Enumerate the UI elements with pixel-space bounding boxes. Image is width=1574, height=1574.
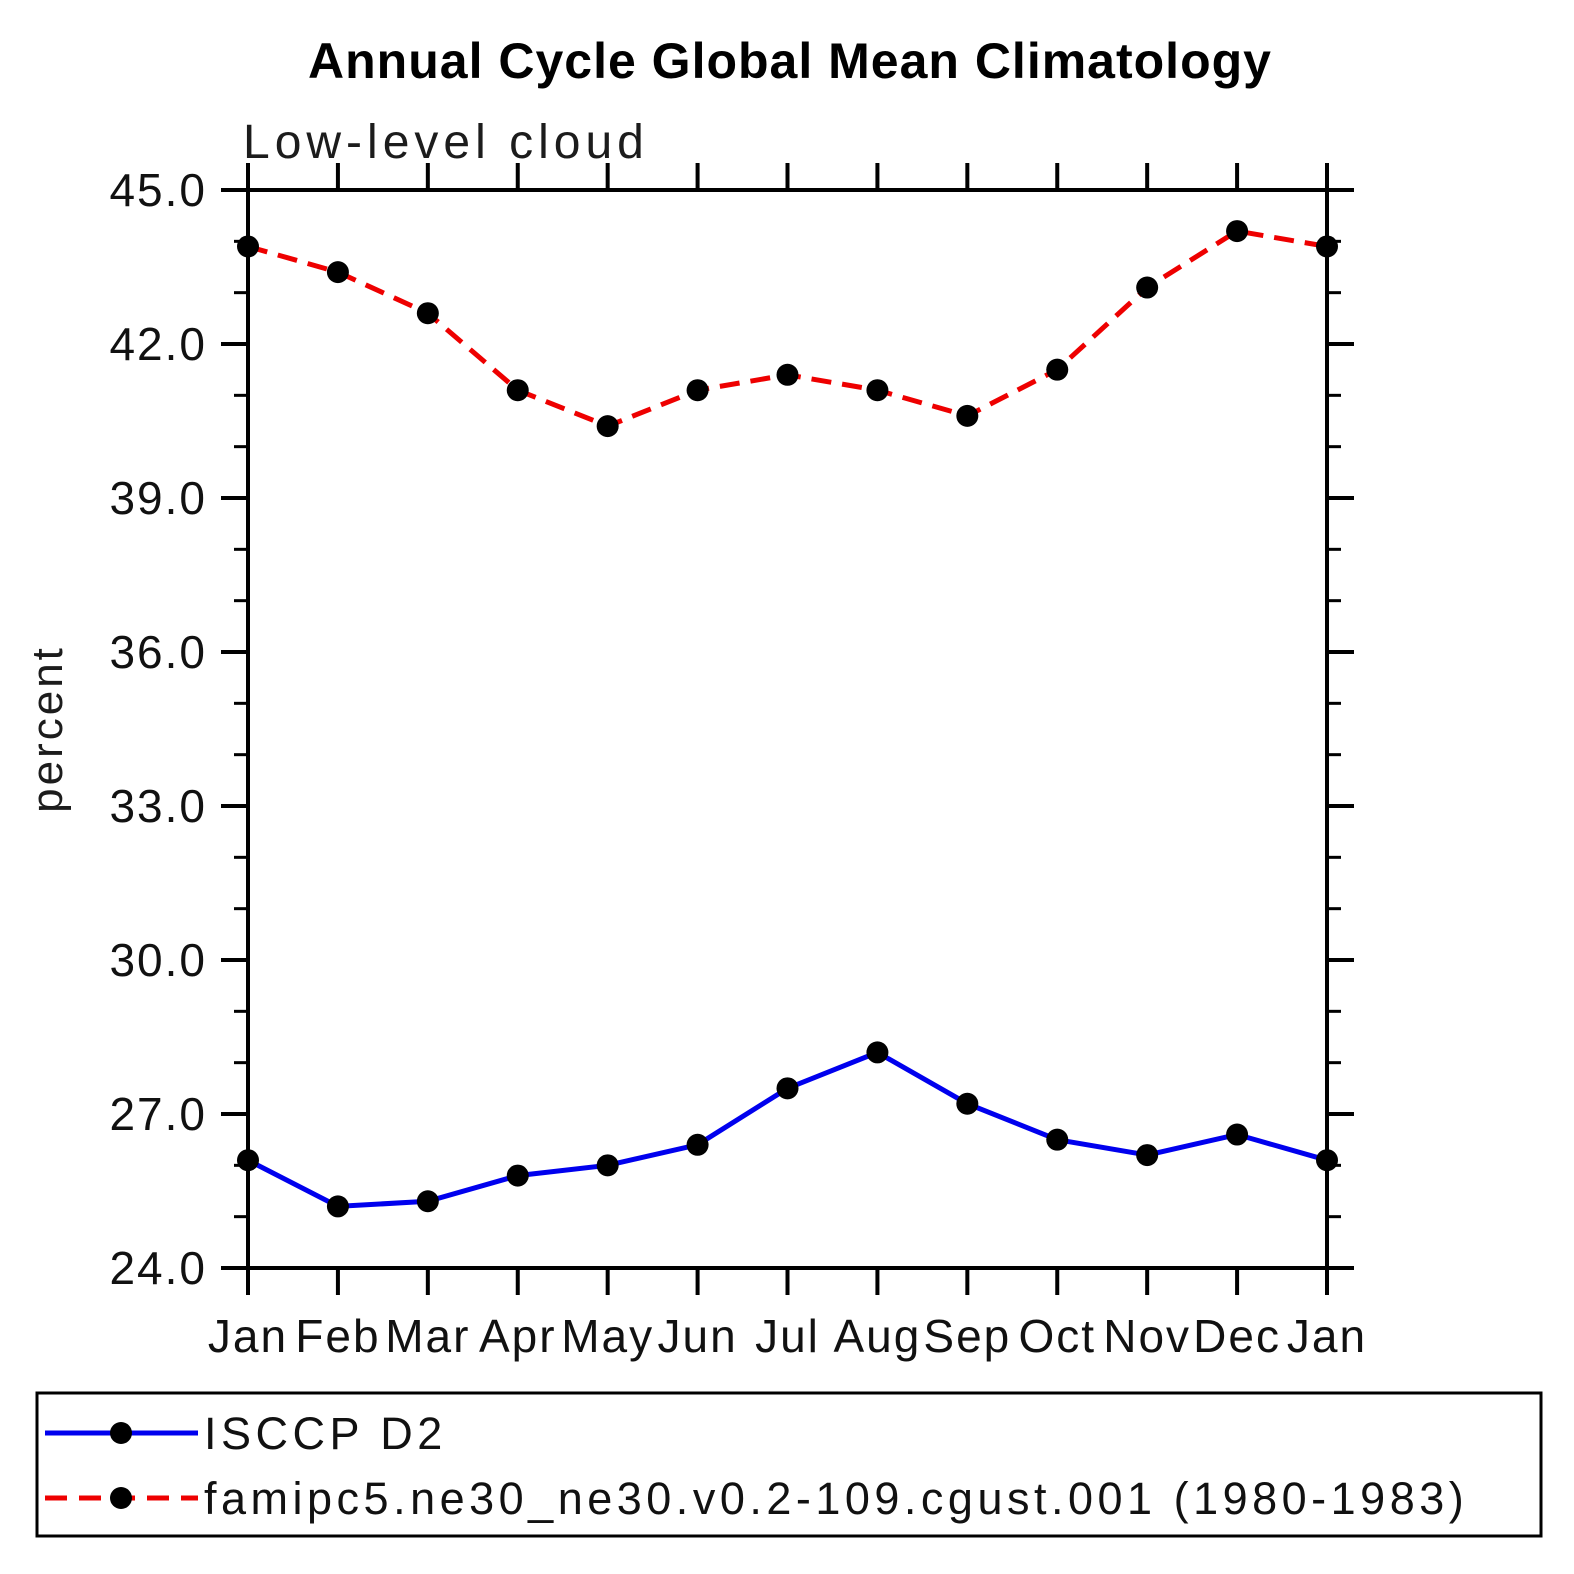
y-tick-label: 27.0 (109, 1088, 207, 1140)
data-point (776, 363, 799, 386)
chart-subtitle: Low-level cloud (243, 116, 649, 169)
data-point (866, 379, 889, 402)
data-point (416, 302, 439, 325)
legend-box (35, 1391, 1543, 1538)
data-point (237, 1149, 259, 1172)
data-point (686, 379, 709, 402)
y-tick-label: 42.0 (109, 318, 207, 370)
series-line-1 (247, 228, 1328, 429)
y-axis-label: percent (23, 645, 72, 813)
y-tick-label: 24.0 (109, 1242, 207, 1294)
data-point (1046, 358, 1069, 381)
legend-label-famipc5: famipc5.ne30_ne30.v0.2-109.cgust.001 (19… (204, 1473, 1468, 1524)
data-point (1226, 220, 1249, 243)
chart-title: Annual Cycle Global Mean Climatology (308, 33, 1272, 89)
y-tick-label: 36.0 (109, 626, 207, 678)
y-tick-label: 33.0 (109, 780, 207, 832)
data-point (866, 1041, 889, 1064)
x-tick-label: Nov (1103, 1310, 1191, 1362)
x-tick-label: Mar (385, 1310, 470, 1362)
data-point (596, 1154, 619, 1177)
data-point (1226, 1123, 1249, 1146)
legend-label-isccp-d2: ISCCP D2 (204, 1408, 447, 1459)
x-tick-label: Feb (295, 1310, 380, 1362)
data-point (416, 1190, 439, 1213)
y-tick-label: 45.0 (109, 164, 207, 216)
legend: ISCCP D2 famipc5.ne30_ne30.v0.2-109.cgus… (35, 1391, 1543, 1538)
x-tick-label: Aug (833, 1310, 921, 1362)
x-tick-label: Apr (479, 1310, 557, 1362)
data-point (506, 1164, 529, 1187)
legend-marker-1 (110, 1487, 132, 1509)
data-point (1136, 276, 1159, 299)
data-point (326, 261, 349, 284)
data-point (1136, 1144, 1159, 1167)
data-point (1316, 235, 1338, 258)
y-tick-label: 39.0 (109, 472, 207, 524)
x-tick-label: Oct (1018, 1310, 1096, 1362)
x-tick-label: Sep (923, 1310, 1011, 1362)
series-line-0 (246, 1049, 1328, 1209)
data-point (596, 415, 619, 438)
data-point (956, 1092, 979, 1115)
data-point (326, 1195, 349, 1218)
data-point (506, 379, 529, 402)
legend-marker-0 (110, 1422, 132, 1444)
series-lines (237, 220, 1338, 1218)
legend-samples (45, 1422, 198, 1509)
x-tick-label: Jan (1287, 1310, 1367, 1362)
x-tick-label: Jun (657, 1310, 737, 1362)
data-point (1316, 1149, 1338, 1172)
data-point (776, 1077, 799, 1100)
data-point (237, 235, 259, 258)
data-point (956, 404, 979, 427)
y-tick-label: 30.0 (109, 934, 207, 986)
x-tick-label: Dec (1193, 1310, 1281, 1362)
x-tick-label: May (561, 1310, 654, 1362)
x-tick-label: Jan (208, 1310, 288, 1362)
data-point (1046, 1128, 1069, 1151)
data-point (686, 1133, 709, 1156)
x-tick-label: Jul (755, 1310, 820, 1362)
